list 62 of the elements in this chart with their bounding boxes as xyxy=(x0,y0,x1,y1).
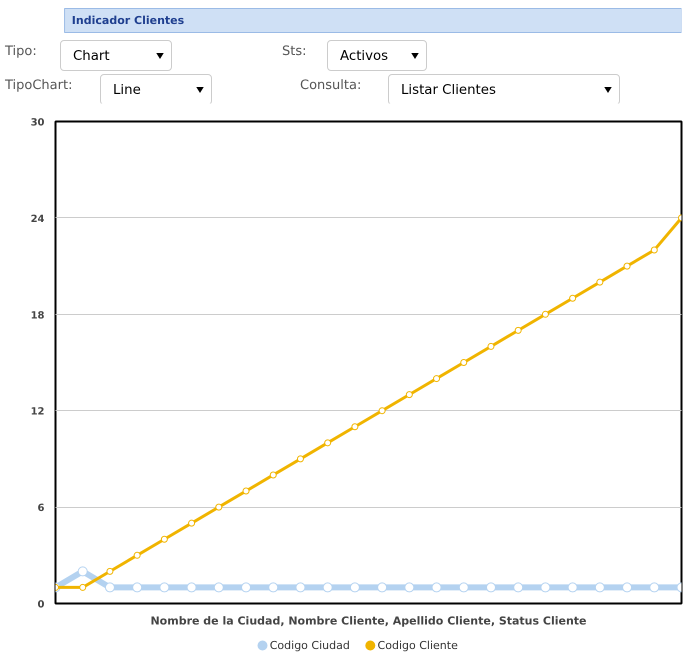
point xyxy=(594,582,605,592)
legend-label: Codigo Cliente xyxy=(378,639,458,652)
text: Line xyxy=(100,74,212,106)
point xyxy=(134,552,141,559)
point xyxy=(132,582,142,592)
text: Chart xyxy=(60,40,172,72)
text: Tipo: xyxy=(5,43,37,61)
text: Sts: xyxy=(282,43,307,61)
point xyxy=(214,582,224,592)
y-tick-label: 12 xyxy=(30,406,45,418)
point xyxy=(569,294,576,302)
point xyxy=(186,582,197,592)
point xyxy=(378,407,386,414)
point xyxy=(406,391,413,398)
point xyxy=(624,262,631,270)
point xyxy=(486,582,496,592)
point xyxy=(568,582,578,592)
point xyxy=(650,246,658,254)
point xyxy=(542,310,549,318)
point xyxy=(460,359,468,366)
point xyxy=(268,582,278,592)
legend-label: Codigo Ciudad xyxy=(270,639,350,652)
point xyxy=(596,278,604,286)
point xyxy=(351,423,358,430)
point xyxy=(106,568,114,575)
text: Activos xyxy=(327,40,427,72)
point xyxy=(350,582,360,592)
text: TipoChart: xyxy=(5,77,72,95)
point xyxy=(296,455,304,462)
text: Listar Clientes xyxy=(388,74,620,106)
point xyxy=(487,342,494,350)
text: Consulta: xyxy=(300,77,362,95)
point xyxy=(270,471,277,478)
point xyxy=(215,504,222,511)
point xyxy=(649,582,660,592)
point xyxy=(160,536,168,543)
point xyxy=(104,582,115,592)
point xyxy=(322,582,333,592)
point xyxy=(514,326,522,334)
point xyxy=(324,439,332,446)
point xyxy=(377,582,388,592)
point xyxy=(513,582,524,592)
point xyxy=(242,488,250,495)
point xyxy=(433,375,440,382)
point xyxy=(188,520,196,527)
point xyxy=(432,582,442,592)
y-tick-label: 0 xyxy=(38,600,45,610)
y-tick-label: 18 xyxy=(30,310,45,322)
point xyxy=(404,582,414,592)
x-axis-title: Nombre de la Ciudad, Nombre Cliente, Apellido Cliente, Status Cliente xyxy=(150,614,587,628)
point xyxy=(159,582,170,592)
point xyxy=(540,582,550,592)
y-tick-label: 30 xyxy=(30,118,45,128)
point xyxy=(458,582,469,592)
point xyxy=(295,582,306,592)
point xyxy=(79,584,86,591)
point xyxy=(241,582,252,592)
y-tick-label: 24 xyxy=(30,214,45,225)
y-tick-label: 6 xyxy=(38,503,45,514)
chart-title: Indicador Clientes xyxy=(72,14,185,27)
point xyxy=(622,582,632,592)
point xyxy=(78,566,88,576)
